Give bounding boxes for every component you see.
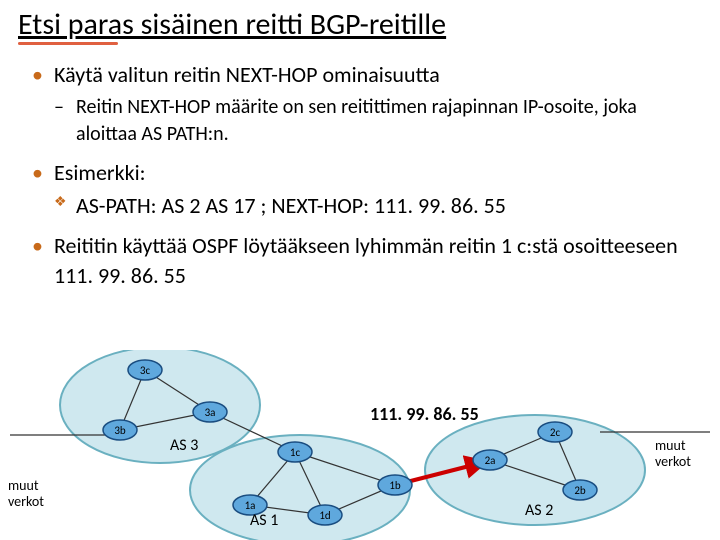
bullet-1-text: Käytä valitun reitin NEXT-HOP ominaisuut… [54,61,440,88]
svg-text:3a: 3a [205,406,216,419]
bullet-2: Esimerkki: AS-PATH: AS 2 AS 17 ; NEXT-HO… [32,158,682,221]
svg-text:AS 3: AS 3 [170,436,198,455]
svg-text:muut: muut [8,477,39,494]
svg-text:verkot: verkot [655,453,691,470]
bullet-3: Reititin käyttää OSPF löytääkseen lyhimm… [32,231,682,290]
bullet-list: Käytä valitun reitin NEXT-HOP ominaisuut… [32,60,682,300]
svg-text:3c: 3c [140,364,151,377]
bullet-2a: AS-PATH: AS 2 AS 17 ; NEXT-HOP: 111. 99.… [54,191,682,221]
svg-text:AS 2: AS 2 [525,501,553,520]
svg-text:1c: 1c [290,446,301,459]
bullet-1a: Reitin NEXT-HOP määrite on sen reitittim… [54,94,682,148]
svg-text:2a: 2a [485,454,496,467]
page-title: Etsi paras sisäinen reitti BGP-reitille [18,6,446,43]
svg-text:111. 99. 86. 55: 111. 99. 86. 55 [370,403,479,425]
svg-text:2c: 2c [550,426,561,439]
title-accent [18,42,118,45]
svg-text:1b: 1b [389,479,401,492]
svg-text:3b: 3b [114,424,126,437]
bullet-2-text: Esimerkki: [54,159,146,186]
svg-text:verkot: verkot [8,493,44,510]
svg-text:AS 1: AS 1 [250,511,278,530]
svg-text:2b: 2b [574,484,586,497]
svg-text:muut: muut [655,437,686,454]
network-diagram: 3c3a3b1c1a1d1b2a2c2bAS 3AS 1AS 2111. 99.… [0,350,720,540]
bullet-1: Käytä valitun reitin NEXT-HOP ominaisuut… [32,60,682,148]
svg-text:1d: 1d [319,509,330,522]
